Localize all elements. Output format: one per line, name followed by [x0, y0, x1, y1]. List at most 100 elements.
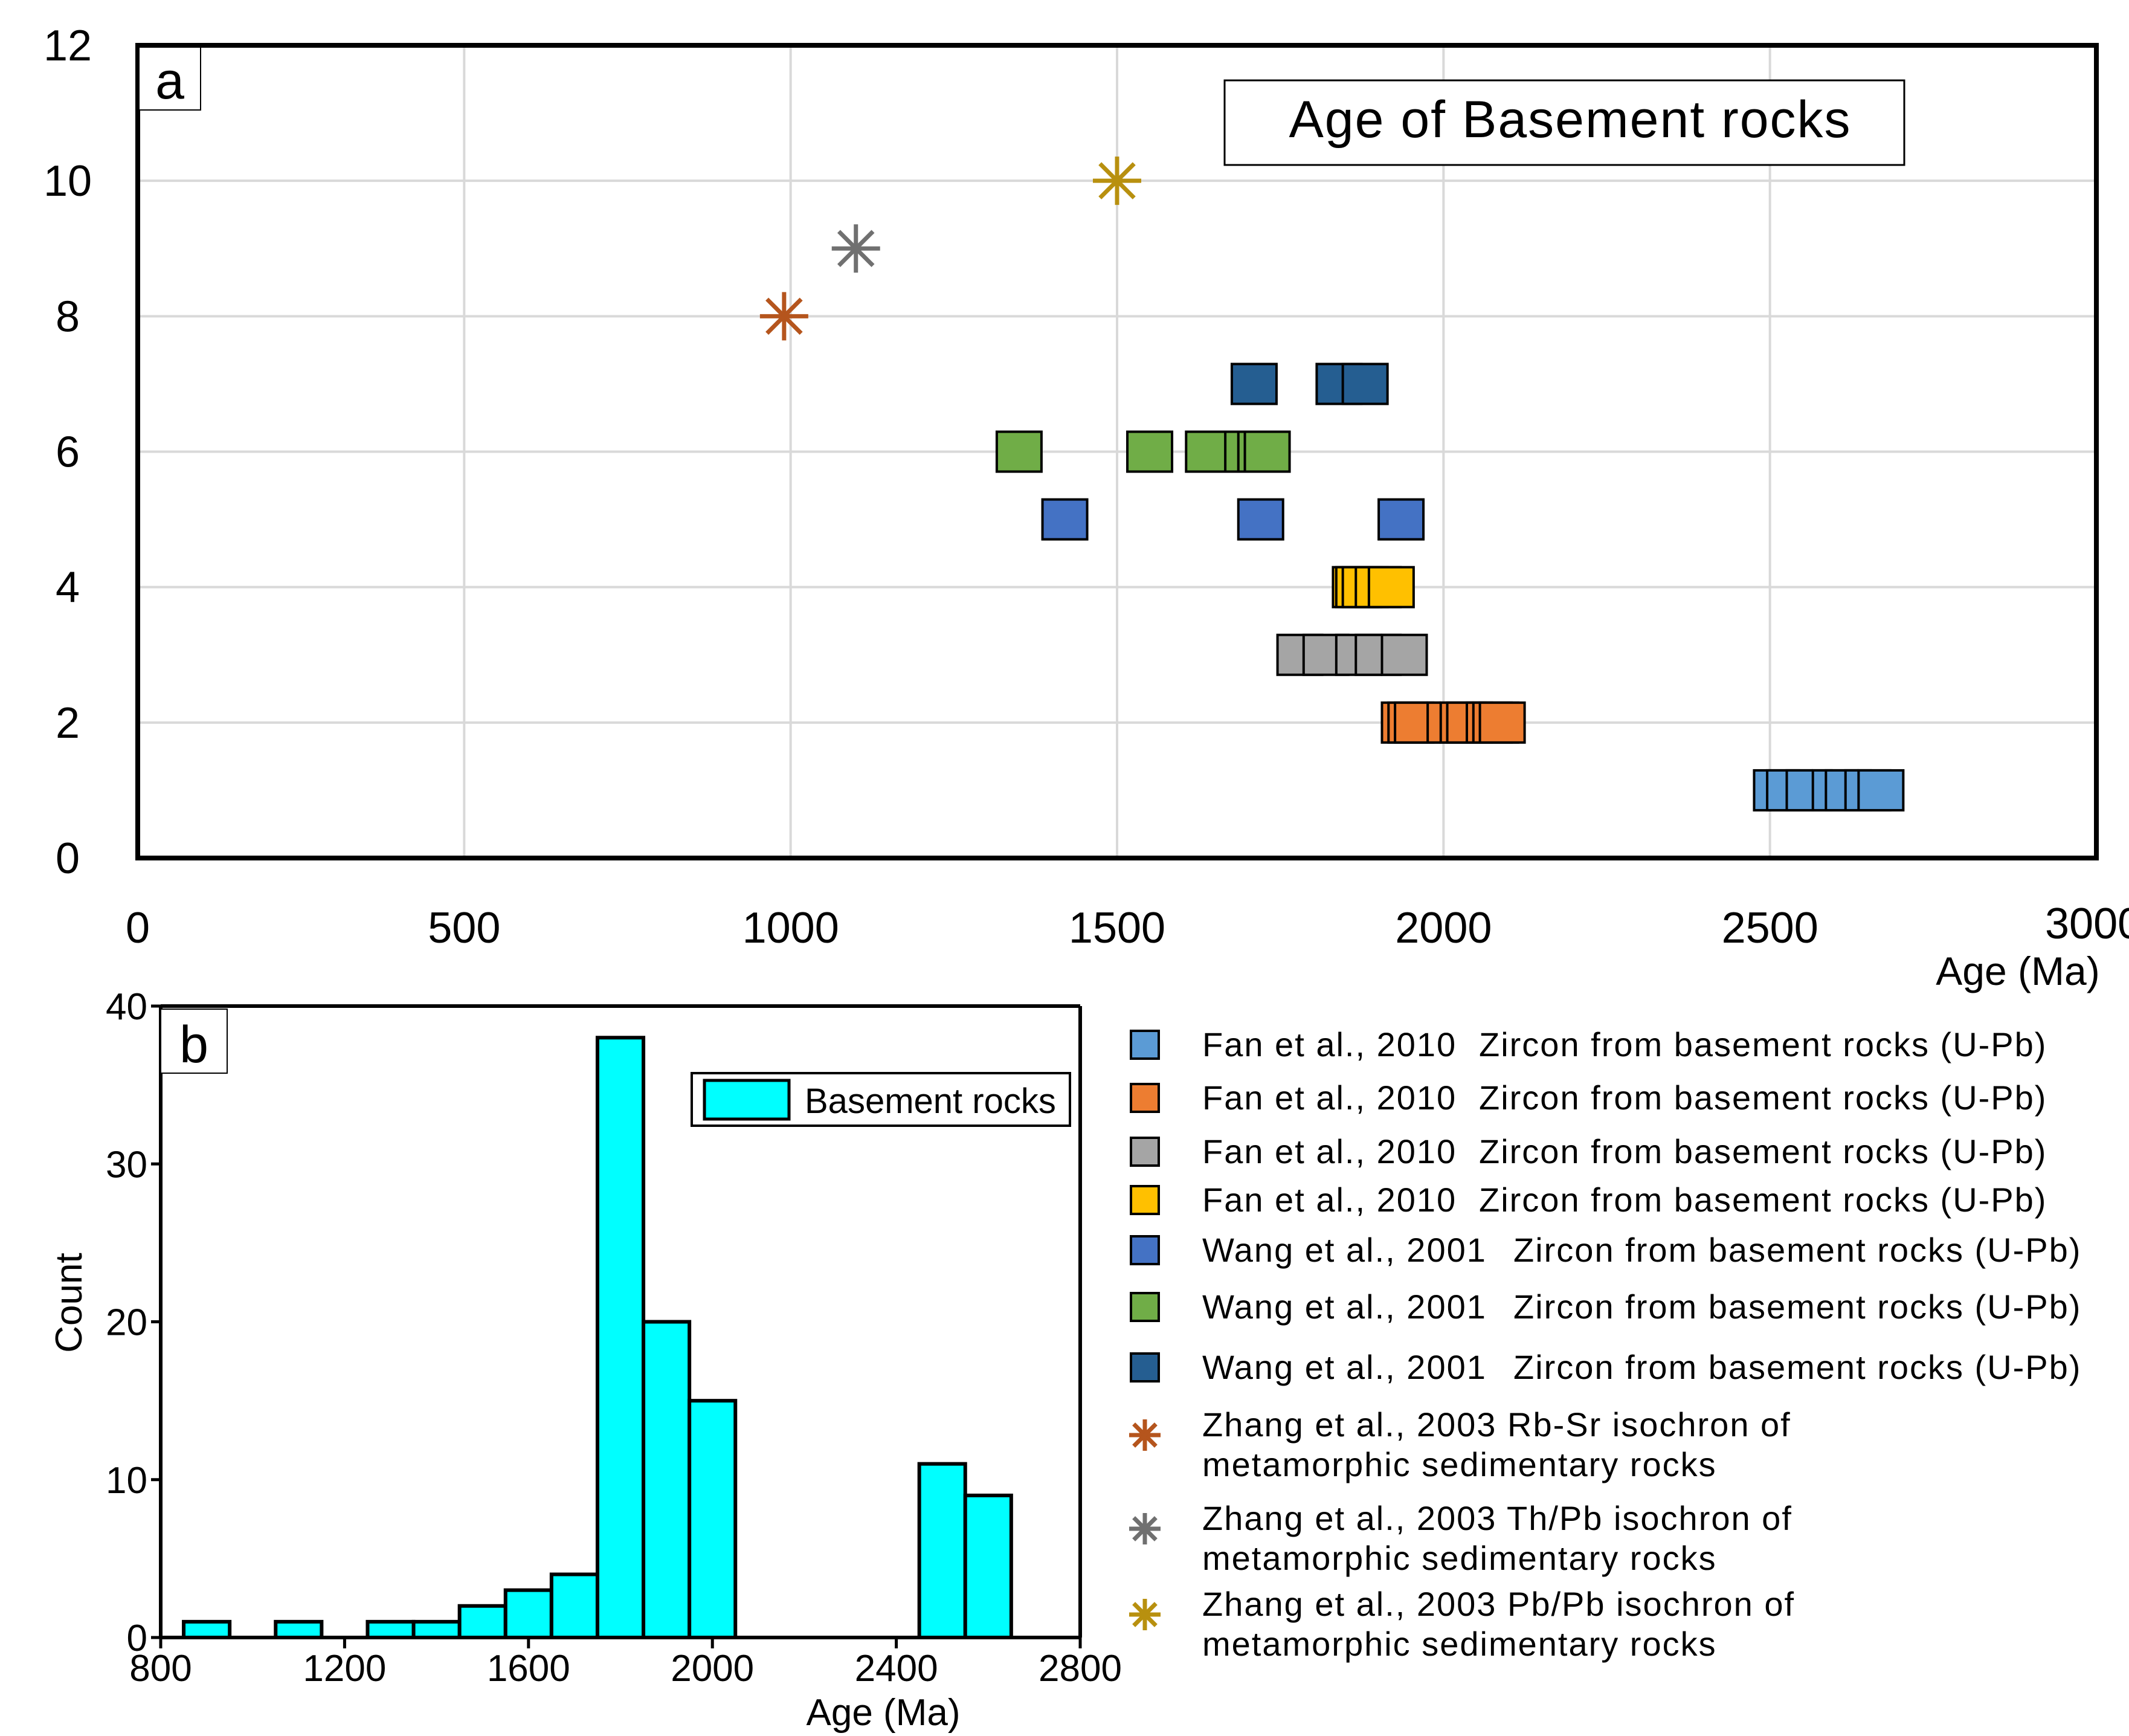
panel-a-square-point — [1230, 363, 1278, 405]
panel-a-square-point — [1243, 430, 1291, 473]
panel-a-label: a — [155, 52, 184, 110]
panel-b-bar — [366, 1619, 416, 1639]
panel-b-tick-labels: 800 1200 1600 2000 2400 2800 0 10 20 30 40 — [106, 986, 1122, 1689]
panel-a-title-box: Age of Basement rocks — [1223, 79, 1905, 166]
panel-a-star-point — [1093, 156, 1141, 205]
legend-star-marker — [1129, 1513, 1161, 1544]
legend-item: Fan et al., 2010 Zircon from basement roc… — [1130, 1025, 2047, 1063]
legend-author: Wang et al., 2001 — [1202, 1288, 1487, 1326]
panel-a-data-marks — [759, 156, 1905, 812]
legend-item: Fan et al., 2010 Zircon from basement roc… — [1130, 1181, 2047, 1219]
panel-b-bar — [274, 1619, 324, 1639]
panel-b-bar — [917, 1462, 967, 1639]
panel-a-x-tick-label: 500 — [428, 904, 500, 952]
panel-b-legend-label: Basement rocks — [805, 1082, 1056, 1121]
panel-b-x-tick-label: 2000 — [671, 1648, 754, 1689]
panel-a-label-box: a — [138, 47, 201, 111]
panel-b-x-axis-label: Age (Ma) — [807, 1692, 961, 1734]
panel-a-frame — [135, 43, 2099, 860]
panel-a-square-point — [1341, 363, 1389, 405]
legend-description: Zircon from basement rocks (U-Pb) — [1479, 1132, 2047, 1170]
legend-square-marker — [1130, 1235, 1160, 1265]
panel-b-x-tick-label: 2400 — [855, 1648, 938, 1689]
panel-a-x-tick-label: 2500 — [1722, 904, 1818, 952]
legend-author: Fan et al., 2010 — [1202, 1132, 1457, 1170]
figure-legend: Fan et al., 2010 Zircon from basement roc… — [1129, 1025, 2081, 1663]
panel-b-bar — [182, 1619, 232, 1639]
panel-b-bar — [688, 1399, 738, 1639]
panel-a-y-tick-label: 2 — [56, 699, 80, 747]
legend-item: Fan et al., 2010 Zircon from basement roc… — [1130, 1079, 2047, 1117]
panel-b-y-tick-label: 0 — [127, 1618, 147, 1659]
panel-b-axes — [151, 1004, 1082, 1648]
panel-b-y-axis-label: Count — [48, 1253, 90, 1352]
legend-star-marker — [1129, 1419, 1161, 1451]
panel-b-bar — [503, 1588, 553, 1639]
panel-a-y-tick-label: 10 — [43, 157, 92, 205]
legend-square-marker — [1130, 1137, 1160, 1167]
panel-b-x-tick-label: 2800 — [1039, 1648, 1122, 1689]
panel-b-bar — [963, 1493, 1013, 1639]
panel-a-square-point — [1857, 769, 1905, 812]
legend-text-line1: Zhang et al., 2003 Th/Pb isochron of — [1202, 1499, 1792, 1537]
panel-a-square-point — [1237, 498, 1284, 541]
legend-text-line2: metamorphic sedimentary rocks — [1202, 1625, 1717, 1663]
panel-b-legend: Basement rocks — [691, 1072, 1071, 1127]
panel-a-y-tick-label: 4 — [56, 564, 80, 612]
panel-b-x-tick-label: 800 — [129, 1648, 192, 1689]
legend-text-line1: Zhang et al., 2003 Pb/Pb isochron of — [1202, 1585, 1795, 1623]
panel-a-star-point — [759, 292, 808, 341]
legend-description: Zircon from basement rocks (U-Pb) — [1479, 1181, 2047, 1219]
legend-description: Zircon from basement rocks (U-Pb) — [1513, 1348, 2081, 1386]
legend-item: Zhang et al., 2003 Rb-Sr isochron ofmeta… — [1129, 1405, 1791, 1483]
legend-author: Fan et al., 2010 — [1202, 1079, 1457, 1117]
legend-description: Zircon from basement rocks (U-Pb) — [1479, 1079, 2047, 1117]
panel-b-y-tick-label: 20 — [106, 1302, 147, 1344]
panel-a-square-point — [1126, 430, 1174, 473]
panel-a-y-tick-label: 8 — [56, 292, 80, 341]
panel-a-y-tick-label: 12 — [43, 22, 92, 70]
legend-author: Fan et al., 2010 — [1202, 1181, 1457, 1219]
panel-b-x-tick-label: 1200 — [303, 1648, 386, 1689]
panel-b-y-tick-label: 30 — [106, 1144, 147, 1186]
panel-a-square-point — [1377, 498, 1425, 541]
panel-b-x-tick-label: 1600 — [487, 1648, 570, 1689]
panel-a-y-tick-label: 6 — [56, 428, 80, 477]
panel-a-x-tick-label: 1500 — [1069, 904, 1165, 952]
legend-square-marker — [1130, 1185, 1160, 1215]
panel-b-label-box: b — [160, 1008, 228, 1074]
panel-a-x-tick-label: 0 — [126, 904, 150, 952]
legend-item: Zhang et al., 2003 Pb/Pb isochron ofmeta… — [1129, 1585, 1795, 1663]
panel-b-bar — [457, 1604, 507, 1639]
legend-description: Zircon from basement rocks (U-Pb) — [1513, 1288, 2081, 1326]
panel-b-legend-swatch — [703, 1079, 791, 1121]
legend-item: Wang et al., 2001 Zircon from basement ro… — [1130, 1348, 2081, 1386]
legend-square-marker — [1130, 1352, 1160, 1383]
panel-a-square-point — [1478, 701, 1526, 744]
panel-a-square-point — [1041, 498, 1089, 541]
panel-b-bars — [182, 1036, 1013, 1639]
legend-text-line2: metamorphic sedimentary rocks — [1202, 1445, 1717, 1483]
legend-text-line1: Zhang et al., 2003 Rb-Sr isochron of — [1202, 1405, 1791, 1444]
panel-a-x-axis-label: Age (Ma) — [1936, 949, 2099, 993]
legend-author: Wang et al., 2001 — [1202, 1348, 1487, 1386]
panel-b-histogram: 800 1200 1600 2000 2400 2800 0 10 20 30 40 b Basem… — [48, 986, 1122, 1734]
panel-b-bar — [642, 1320, 692, 1639]
legend-item: Wang et al., 2001 Zircon from basement ro… — [1130, 1231, 2081, 1269]
panel-a-x-tick-label: 2000 — [1395, 904, 1492, 952]
legend-square-marker — [1130, 1083, 1160, 1113]
legend-author: Fan et al., 2010 — [1202, 1025, 1457, 1063]
panel-b-y-tick-label: 10 — [106, 1460, 147, 1502]
legend-description: Zircon from basement rocks (U-Pb) — [1513, 1231, 2081, 1269]
legend-item: Fan et al., 2010 Zircon from basement roc… — [1130, 1132, 2047, 1170]
panel-b-bar — [411, 1619, 462, 1639]
legend-description: Zircon from basement rocks (U-Pb) — [1479, 1025, 2047, 1063]
panel-b-bar — [549, 1572, 599, 1639]
panel-a-square-point — [1380, 633, 1428, 676]
legend-star-marker — [1129, 1599, 1161, 1630]
panel-b-label: b — [179, 1016, 208, 1074]
panel-a-square-point — [995, 430, 1043, 473]
